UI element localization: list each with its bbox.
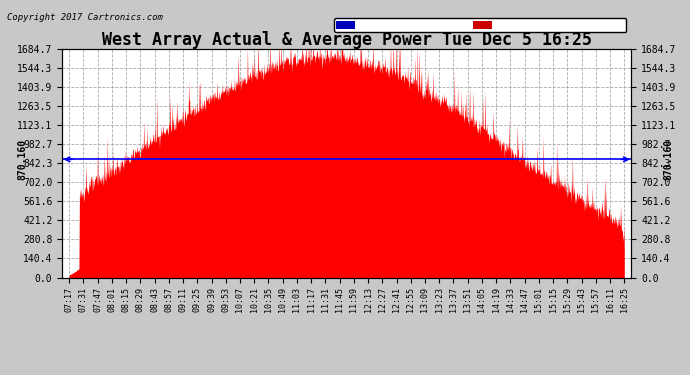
Title: West Array Actual & Average Power Tue Dec 5 16:25: West Array Actual & Average Power Tue De… xyxy=(101,31,592,49)
Legend: Average  (DC Watts), West Array  (DC Watts): Average (DC Watts), West Array (DC Watts… xyxy=(334,18,627,32)
Text: 870.160: 870.160 xyxy=(663,139,673,180)
Text: Copyright 2017 Cartronics.com: Copyright 2017 Cartronics.com xyxy=(7,13,163,22)
Text: 870.160: 870.160 xyxy=(17,139,27,180)
